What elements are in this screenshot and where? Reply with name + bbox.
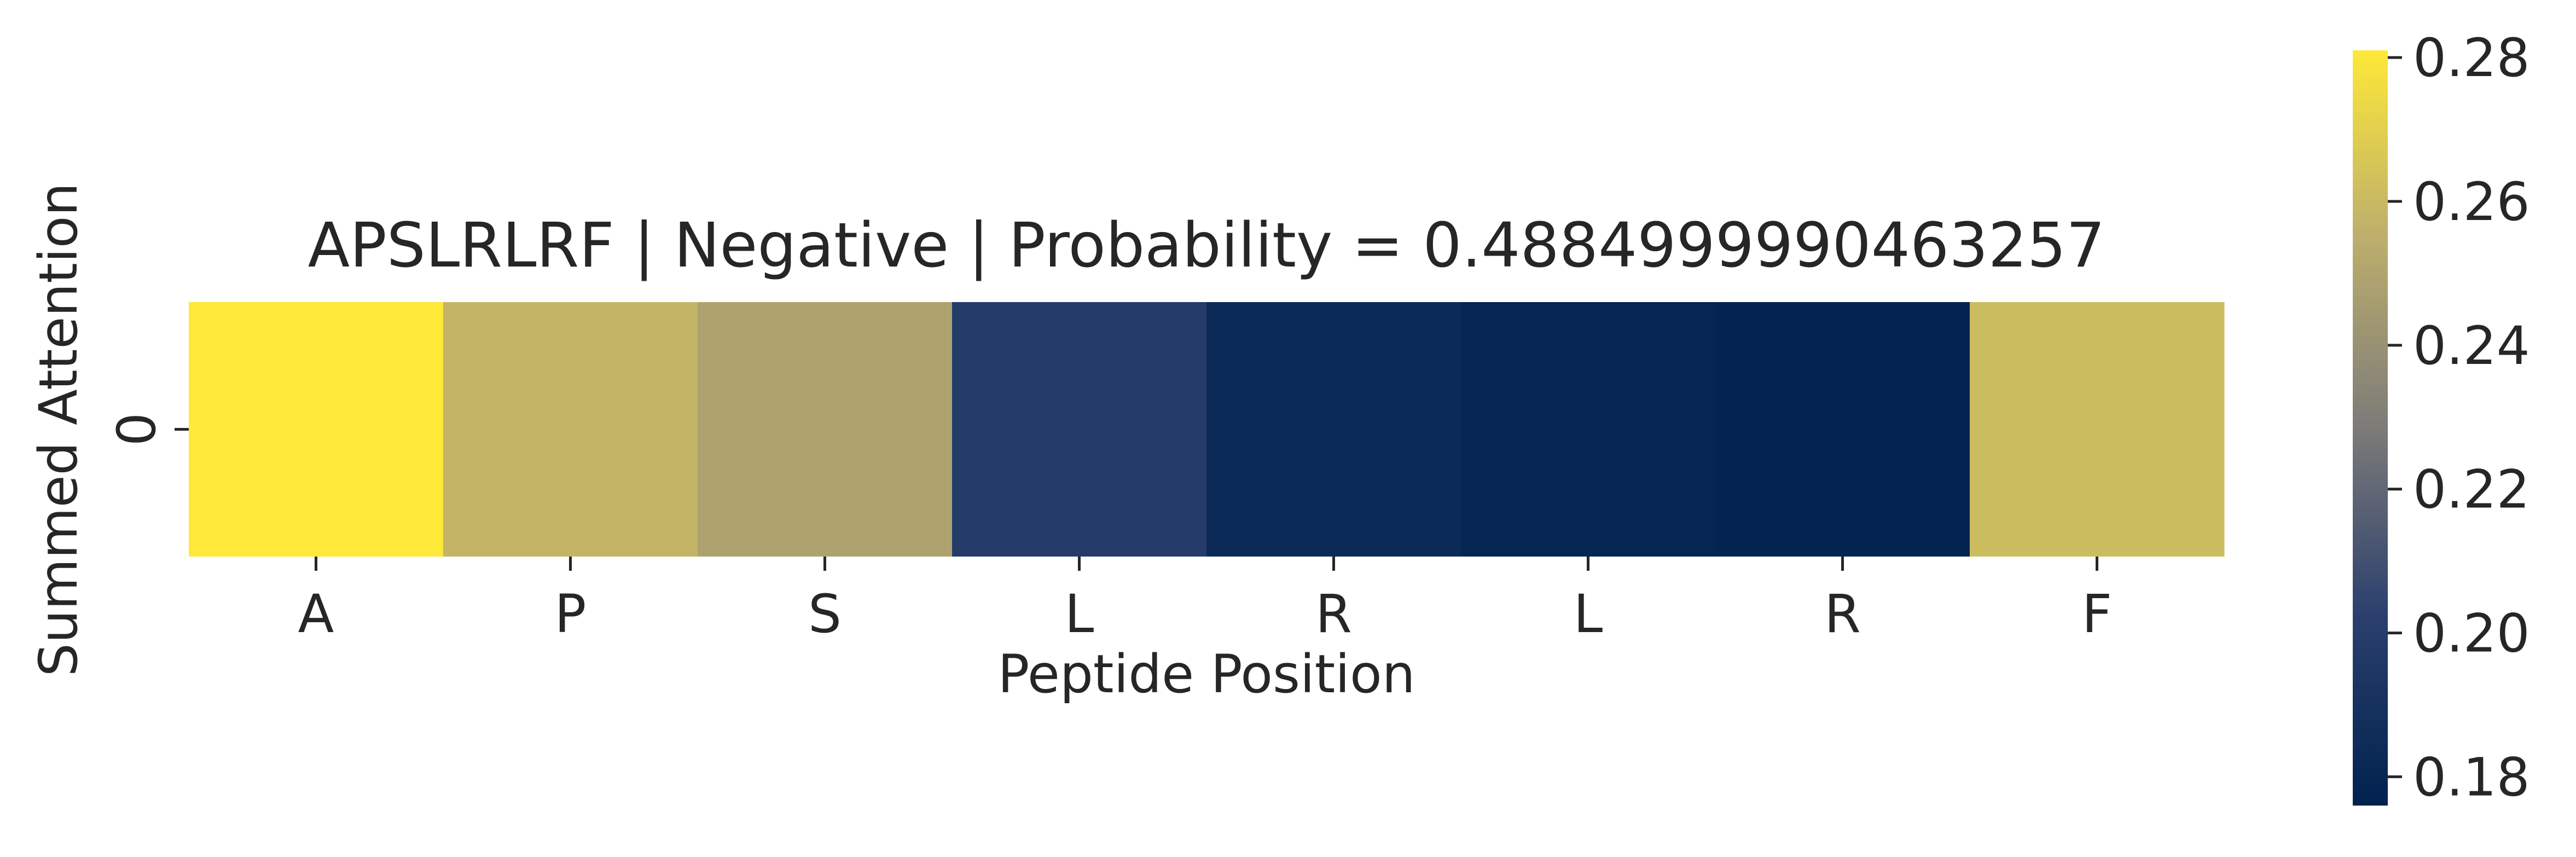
x-tick-label: R (1315, 583, 1352, 645)
heatmap-cell (698, 302, 953, 557)
x-tick-label: S (808, 583, 842, 645)
colorbar-tick-label: 0.22 (2413, 459, 2530, 520)
y-axis-label: Summed Attention (28, 183, 89, 676)
x-tick-label: L (1574, 583, 1603, 645)
heatmap-cell (189, 302, 444, 557)
heatmap-cell (1970, 302, 2225, 557)
colorbar-tick-label: 0.26 (2413, 171, 2530, 233)
y-tick-label: 0 (106, 413, 167, 446)
colorbar-tick-label: 0.28 (2413, 27, 2530, 89)
heatmap-cell (1206, 302, 1461, 557)
x-tick-label: A (298, 583, 334, 645)
x-tick-label: L (1065, 583, 1094, 645)
x-axis-label: Peptide Position (997, 644, 1415, 705)
heatmap-cell (443, 302, 698, 557)
heatmap-cell (1715, 302, 1970, 557)
colorbar-ticks: 0.18 0.20 0.22 0.24 0.26 0.28 (2388, 27, 2530, 808)
heatmap-cell (952, 302, 1207, 557)
colorbar-tick-label: 0.24 (2413, 315, 2530, 377)
x-tick-label: R (1824, 583, 1861, 645)
heatmap-cell (1461, 302, 1716, 557)
x-tick-label: P (555, 583, 587, 645)
chart-title: APSLRLRF | Negative | Probability = 0.48… (308, 210, 2105, 281)
colorbar-tick-label: 0.18 (2413, 746, 2530, 808)
y-axis-ticks: 0 (106, 413, 189, 446)
heatmap-cells (189, 302, 2225, 557)
colorbar (2353, 50, 2388, 806)
x-tick-label: F (2082, 583, 2112, 645)
colorbar-tick-label: 0.20 (2413, 603, 2530, 664)
